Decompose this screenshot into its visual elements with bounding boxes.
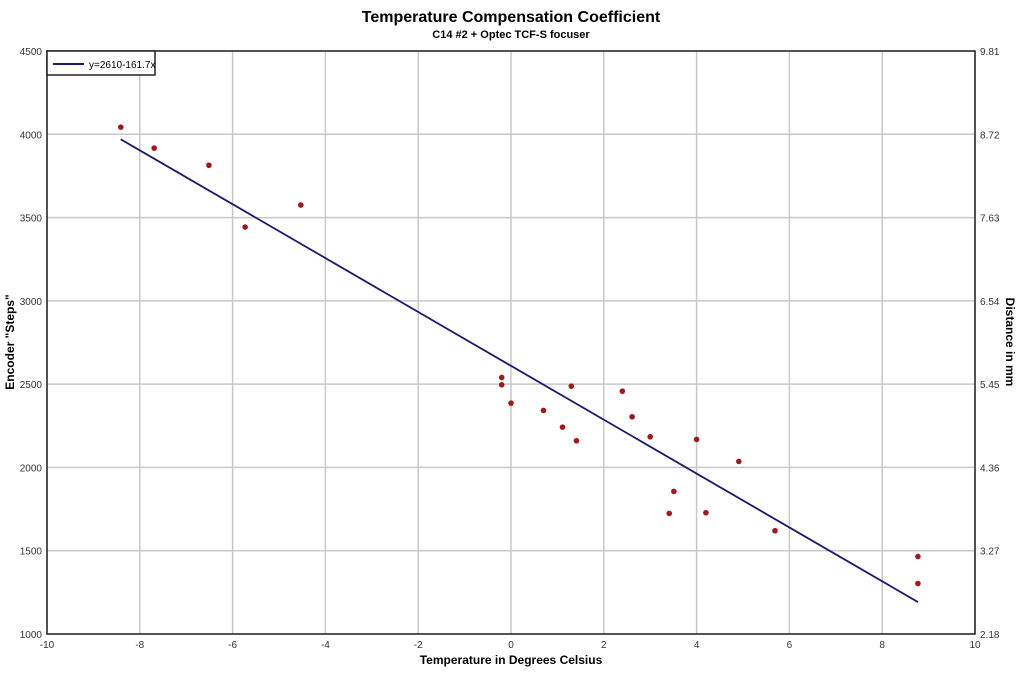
grid: [46, 50, 976, 635]
legend-label: y=2610-161.7x: [89, 60, 155, 71]
x-tick-label: -4: [321, 640, 330, 651]
y-tick-label: 4500: [20, 47, 43, 58]
data-point: [508, 400, 514, 406]
fit-line: [120, 138, 919, 603]
data-point: [693, 436, 700, 443]
x-tick-label: -6: [228, 640, 237, 651]
data-point: [666, 510, 673, 517]
data-point: [629, 413, 635, 420]
data-point: [736, 458, 742, 465]
data-point: [151, 145, 157, 151]
x-tick-label: 8: [879, 640, 885, 651]
x-tick-label: 4: [694, 640, 700, 651]
data-point: [498, 374, 505, 381]
y2-tick-label: 9.81: [980, 47, 1000, 58]
data-point: [573, 437, 580, 444]
y-tick-label: 2000: [20, 463, 43, 474]
x-tick-label: 6: [787, 640, 793, 651]
data-point: [242, 224, 248, 230]
data-point: [298, 202, 304, 208]
y-axis-label: Encoder "Steps": [3, 294, 17, 389]
chart-subtitle: C14 #2 + Optec TCF-S focuser: [432, 29, 590, 41]
plot-frame: [46, 50, 976, 635]
data-point: [540, 407, 547, 414]
y2-tick-label: 3.27: [980, 547, 1000, 558]
y2-tick-label: 5.45: [980, 380, 1000, 391]
axis-ticks: -10 -8 -6 -4 -2 0 2 4 6 8 10 1000 1500 2000 2500 3000 35…: [20, 47, 1000, 651]
y-tick-label: 3500: [20, 214, 43, 225]
y-tick-label: 1000: [20, 630, 43, 641]
fit-line-group: [120, 138, 919, 603]
data-point: [772, 527, 778, 534]
data-point: [703, 509, 709, 516]
x-axis-label: Temperature in Degrees Celsius: [420, 653, 603, 667]
y2-tick-label: 7.63: [980, 214, 1000, 225]
data-point: [915, 580, 921, 587]
data-point: [498, 382, 505, 388]
y2-tick-label: 4.36: [980, 463, 1000, 474]
y2-tick-label: 8.72: [980, 130, 1000, 141]
legend: y=2610-161.7x: [46, 50, 156, 76]
data-point: [206, 162, 212, 169]
x-tick-label: 0: [508, 640, 514, 651]
x-tick-label: -8: [135, 640, 144, 651]
y-tick-label: 1500: [20, 547, 43, 558]
data-points: [117, 124, 921, 587]
data-point: [619, 388, 626, 394]
chart-title: Temperature Compensation Coefficient: [362, 9, 661, 26]
y-tick-label: 3000: [20, 297, 43, 308]
data-point: [559, 424, 566, 430]
data-point: [671, 488, 677, 495]
y-tick-label: 4000: [20, 130, 43, 141]
x-tick-label: 2: [601, 640, 607, 651]
data-point: [647, 433, 653, 440]
x-tick-label: -2: [414, 640, 423, 651]
x-tick-label: -10: [40, 640, 55, 651]
data-point: [568, 383, 575, 389]
y2-axis-label: Distance in mm: [1003, 298, 1017, 387]
data-point: [915, 553, 921, 560]
data-point: [117, 124, 124, 130]
y2-tick-label: 6.54: [980, 297, 1000, 308]
y-tick-label: 2500: [20, 380, 43, 391]
y2-tick-label: 2.18: [980, 630, 1000, 641]
x-tick-label: 10: [969, 640, 981, 651]
